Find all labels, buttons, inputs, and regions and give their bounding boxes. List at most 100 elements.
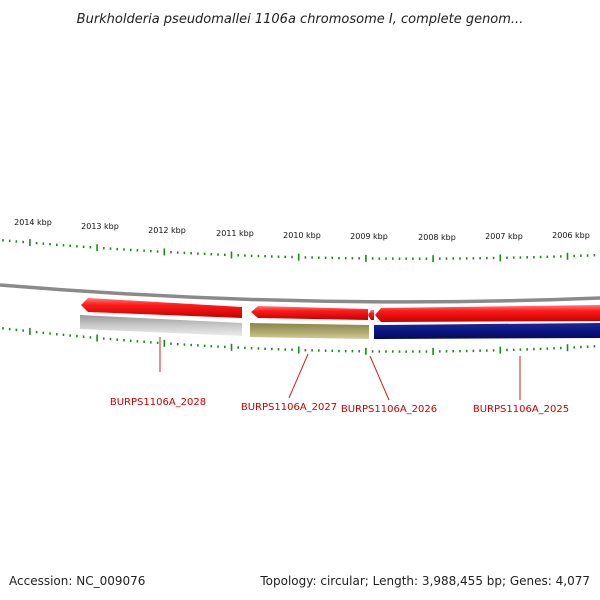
tick-mark-minor (42, 242, 45, 245)
gene-label-burps1106a-2025[interactable]: BURPS1106A_2025 (473, 404, 569, 415)
tick-mark-minor (573, 254, 575, 258)
tick-mark-minor (331, 349, 334, 352)
tick-mark-minor (338, 349, 340, 353)
tick-mark-minor (116, 338, 118, 341)
gene-arrow-burps1106a-2025[interactable] (375, 305, 600, 322)
gene-label-burps1106a-2027[interactable]: BURPS1106A_2027 (241, 402, 337, 413)
gene-track (81, 298, 600, 322)
tick-mark-minor (224, 253, 226, 256)
tick-mark-minor (479, 257, 481, 260)
gene-label-burps1106a-2026[interactable]: BURPS1106A_2026 (341, 404, 437, 415)
tick-mark-minor (526, 256, 528, 259)
tick-mark-minor (62, 333, 65, 336)
kbp-label: 2012 kbp (148, 226, 186, 235)
tick-mark-major (566, 344, 569, 352)
tick-mark-minor (224, 345, 226, 349)
tick-mark-major (29, 239, 31, 247)
gene-labels: BURPS1106A_2028 BURPS1106A_2027 BURPS110… (110, 397, 569, 415)
tick-mark-minor (412, 350, 414, 353)
tick-mark-minor (452, 257, 454, 260)
tick-mark-minor (392, 350, 394, 353)
kbp-label: 2006 kbp (552, 231, 590, 240)
tick-mark-major (566, 252, 569, 260)
tick-mark-minor (486, 349, 488, 352)
kbp-label: 2014 kbp (14, 218, 52, 227)
tick-mark-minor (405, 350, 407, 353)
tick-mark-major (96, 334, 98, 342)
tick-mark-minor (586, 254, 589, 257)
tick-mark-minor (22, 240, 24, 244)
tick-mark-minor (143, 340, 145, 343)
tick-mark-minor (109, 247, 112, 250)
tick-mark-minor (465, 257, 468, 260)
tick-mark-minor (412, 257, 414, 260)
tick-mark-minor (203, 252, 206, 256)
gene-arrow-burps1106a-2026[interactable] (368, 310, 374, 320)
tick-mark-minor (385, 257, 387, 260)
tick-mark-minor (519, 348, 522, 351)
kbp-label: 2008 kbp (418, 233, 456, 242)
tick-mark-minor (183, 251, 186, 255)
tick-mark-minor (103, 247, 105, 250)
tick-mark-minor (49, 332, 51, 335)
tick-mark-minor (573, 346, 575, 349)
tick-mark-minor (418, 350, 421, 353)
tick-mark-minor (42, 331, 45, 334)
leader-line (369, 355, 390, 401)
tick-mark-minor (264, 255, 266, 258)
tick-mark-minor (371, 257, 374, 260)
tick-mark-minor (8, 239, 11, 243)
tick-mark-minor (371, 350, 374, 353)
tick-mark-minor (82, 335, 85, 338)
tick-mark-minor (217, 345, 219, 348)
tick-mark-minor (257, 347, 260, 350)
kbp-label: 2010 kbp (283, 231, 321, 240)
tick-mark-minor (311, 349, 313, 352)
tick-mark-minor (344, 349, 347, 353)
tick-mark-minor (250, 347, 253, 350)
protein-bar-burps1106a-2027[interactable] (250, 323, 369, 339)
tick-mark-minor (486, 256, 488, 260)
protein-track (80, 315, 600, 339)
tick-mark-minor (156, 250, 159, 253)
tick-mark-minor (445, 257, 448, 260)
tick-mark-minor (190, 252, 192, 255)
tick-mark-minor (358, 257, 360, 260)
tick-mark-minor (358, 350, 360, 353)
tick-mark-minor (2, 327, 4, 330)
tick-mark-major (29, 327, 31, 335)
protein-bar-burps1106a-2028[interactable] (80, 315, 242, 336)
tick-mark-minor (197, 252, 199, 255)
tick-mark-minor (580, 345, 582, 349)
tick-mark-minor (203, 344, 206, 347)
gene-arrow-burps1106a-2027[interactable] (251, 306, 368, 320)
tick-mark-minor (344, 257, 347, 260)
tick-mark-minor (2, 239, 4, 242)
tick-mark-major (297, 253, 300, 261)
tick-mark-minor (425, 257, 428, 260)
genome-backbone (0, 283, 600, 304)
tick-mark-minor (560, 255, 562, 258)
tick-mark-minor (512, 348, 515, 351)
genome-title: Burkholderia pseudomallei 1106a chromoso… (77, 12, 524, 27)
tick-mark-minor (492, 349, 495, 352)
tick-mark-minor (378, 350, 381, 353)
protein-bar-burps1106a-2025[interactable] (374, 323, 600, 339)
tick-mark-major (365, 254, 367, 262)
gene-arrow-burps1106a-2028[interactable] (81, 298, 242, 318)
tick-mark-minor (452, 350, 454, 353)
tick-mark-minor (439, 257, 441, 260)
kbp-ruler-labels: 2014 kbp 2013 kbp 2012 kbp 2011 kbp 2010… (14, 218, 590, 242)
tick-mark-minor (506, 256, 508, 259)
tick-mark-minor (129, 248, 132, 252)
tick-mark-minor (546, 347, 549, 350)
tick-mark-minor (116, 247, 118, 251)
tick-mark-minor (398, 350, 401, 353)
tick-mark-minor (304, 256, 307, 259)
tick-mark-major (432, 347, 434, 355)
tick-mark-minor (512, 256, 515, 259)
tick-mark-minor (271, 347, 273, 351)
tick-mark-major (163, 339, 166, 347)
gene-label-burps1106a-2028[interactable]: BURPS1106A_2028 (110, 397, 206, 408)
